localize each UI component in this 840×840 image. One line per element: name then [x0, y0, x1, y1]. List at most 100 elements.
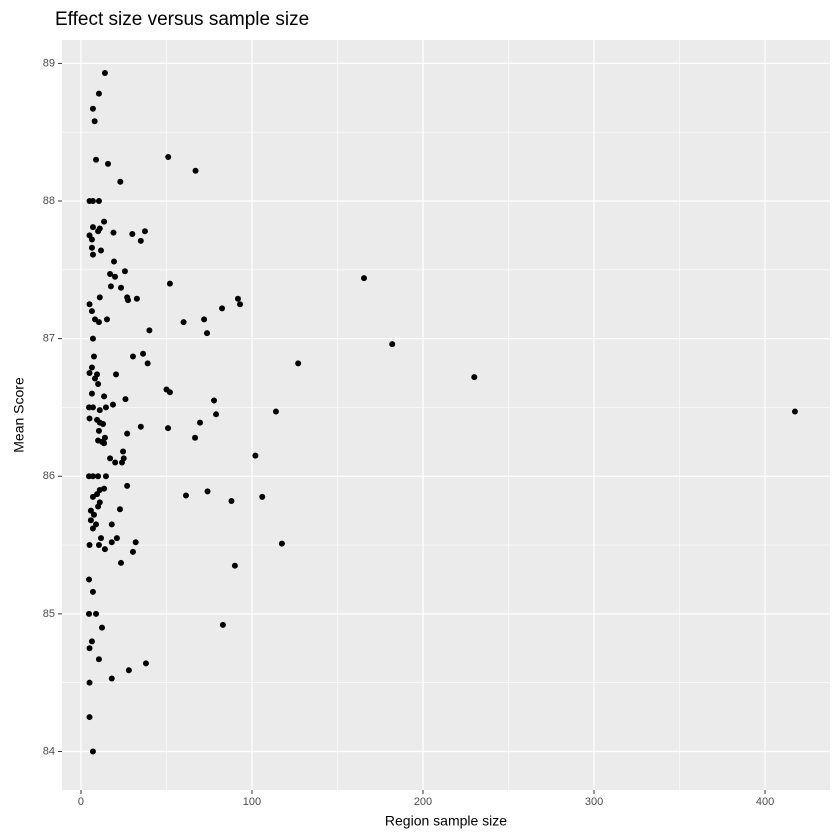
point — [117, 559, 124, 566]
point — [116, 506, 123, 513]
point — [95, 656, 102, 663]
point — [219, 621, 226, 628]
point — [88, 308, 95, 315]
point — [471, 374, 478, 381]
point — [166, 389, 173, 396]
point — [234, 295, 241, 302]
point — [144, 360, 151, 367]
point — [204, 488, 211, 495]
point — [361, 275, 368, 282]
point — [182, 492, 189, 499]
point — [86, 610, 93, 617]
point — [86, 415, 93, 422]
point — [89, 588, 96, 595]
point — [137, 237, 144, 244]
point — [89, 493, 96, 500]
point — [93, 610, 100, 617]
point — [105, 160, 112, 167]
point — [201, 316, 208, 323]
point — [101, 218, 108, 225]
point — [86, 301, 93, 308]
point — [112, 459, 119, 466]
point — [125, 667, 132, 674]
point — [129, 353, 136, 360]
y-tick-label: 88 — [43, 195, 55, 207]
point — [124, 482, 131, 489]
point — [88, 364, 95, 371]
point — [122, 396, 129, 403]
point — [101, 393, 108, 400]
point — [140, 350, 147, 357]
point — [252, 452, 259, 459]
point — [791, 408, 798, 415]
y-tick-label: 86 — [43, 470, 55, 482]
point — [129, 231, 136, 238]
point — [237, 301, 244, 308]
point — [125, 297, 132, 304]
point — [92, 375, 99, 382]
point — [95, 542, 102, 549]
point — [295, 360, 302, 367]
point — [86, 645, 93, 652]
point — [86, 370, 93, 377]
point — [86, 576, 93, 583]
point — [107, 455, 114, 462]
point — [91, 118, 98, 125]
point — [89, 748, 96, 755]
point — [110, 258, 117, 265]
point — [95, 198, 102, 205]
point — [113, 371, 120, 378]
y-tick-label: 84 — [43, 745, 55, 757]
point — [192, 434, 199, 441]
point — [89, 335, 96, 342]
point — [197, 419, 204, 426]
point — [89, 224, 96, 231]
point — [86, 542, 93, 549]
point — [165, 153, 172, 160]
point — [107, 270, 114, 277]
point — [278, 540, 285, 547]
y-axis-title: Mean Score — [11, 377, 27, 453]
x-tick-label: 400 — [756, 796, 774, 808]
point — [93, 156, 100, 163]
point — [180, 319, 187, 326]
point — [89, 404, 96, 411]
point — [103, 316, 110, 323]
point — [165, 425, 172, 432]
point — [97, 247, 104, 254]
point — [96, 407, 103, 414]
point — [95, 427, 102, 434]
point — [100, 420, 107, 427]
point — [110, 229, 117, 236]
point — [389, 341, 396, 348]
point — [96, 294, 103, 301]
plot-panel — [62, 40, 830, 790]
point — [107, 283, 114, 290]
point — [119, 459, 126, 466]
point — [121, 268, 128, 275]
y-tick-label: 89 — [43, 57, 55, 69]
point — [97, 535, 104, 542]
point — [95, 228, 102, 235]
point — [137, 423, 144, 430]
point — [113, 535, 120, 542]
point — [90, 511, 97, 518]
point — [213, 411, 220, 418]
point — [166, 280, 173, 287]
point — [99, 624, 106, 631]
x-tick-label: 200 — [414, 796, 432, 808]
point — [133, 295, 140, 302]
point — [108, 675, 115, 682]
point — [129, 548, 136, 555]
point — [95, 503, 102, 510]
point — [89, 198, 96, 205]
point — [117, 178, 124, 185]
point — [102, 473, 109, 480]
point — [101, 546, 108, 553]
point — [108, 539, 115, 546]
point — [102, 404, 109, 411]
point — [219, 305, 226, 312]
point — [87, 517, 94, 524]
point — [89, 105, 96, 112]
